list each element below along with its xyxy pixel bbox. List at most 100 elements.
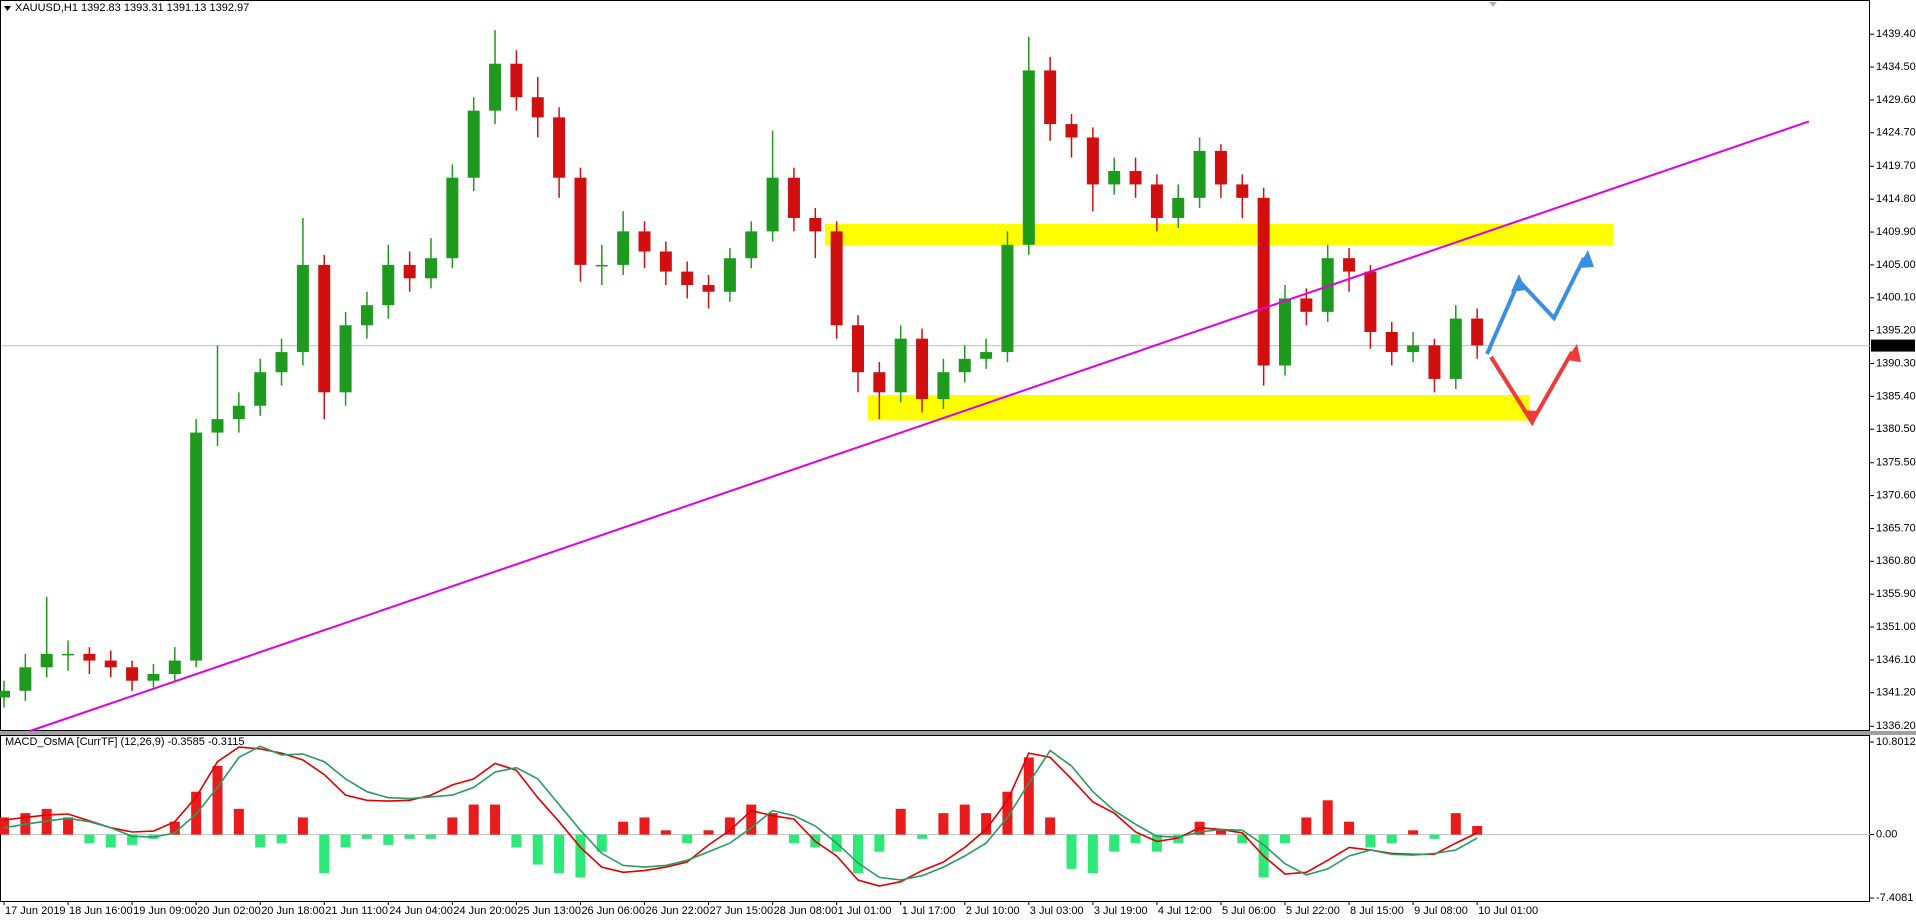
x-tick-label: 27 Jun 15:00 <box>710 905 774 917</box>
candle-body <box>937 372 950 400</box>
candle-body <box>1150 184 1163 218</box>
histogram-bar <box>1087 834 1098 874</box>
histogram-bar <box>618 821 629 835</box>
y-tick-label: 10.8012 <box>1876 736 1916 748</box>
y-tick-label: 1370.60 <box>1876 490 1916 502</box>
y-tick-label: 1346.10 <box>1876 654 1916 666</box>
histogram-bar <box>767 813 778 835</box>
y-tick-label: 1336.20 <box>1876 720 1916 732</box>
histogram-bar <box>105 834 116 848</box>
candle-body <box>104 660 117 668</box>
histogram-bar <box>233 808 244 835</box>
x-tick-label: 20 Jun 02:00 <box>197 905 261 917</box>
candle-body <box>1364 271 1377 332</box>
candle-body <box>510 63 523 98</box>
histogram-bar <box>404 834 415 839</box>
x-tick-label: 17 Jun 2019 <box>5 905 66 917</box>
histogram-bar <box>1130 834 1141 844</box>
main-frame <box>0 0 1870 731</box>
y-tick-label: 1409.90 <box>1876 226 1916 238</box>
candle-body <box>702 285 715 292</box>
candle-body <box>0 690 10 698</box>
histogram-bar <box>383 834 394 845</box>
histogram-bar <box>1450 813 1461 835</box>
current-price-box <box>1871 339 1915 352</box>
y-tick-label: 1395.20 <box>1876 325 1916 337</box>
histogram-bar <box>746 804 757 835</box>
candle-body <box>574 177 587 265</box>
blue-arrow <box>1485 257 1586 355</box>
histogram-bar <box>981 813 992 835</box>
y-tick-label: 1414.80 <box>1876 193 1916 205</box>
histogram-bar <box>319 834 330 874</box>
x-tick-label: 3 Jul 03:00 <box>1030 905 1084 917</box>
support-resistance-zone <box>825 223 1613 246</box>
x-tick-label: 3 Jul 19:00 <box>1094 905 1148 917</box>
histogram-bar <box>895 808 906 835</box>
red-arrow-head <box>1566 344 1581 362</box>
panel-separator <box>0 731 1916 735</box>
y-tick-label: 1424.70 <box>1876 127 1916 139</box>
x-tick-label: 5 Jul 22:00 <box>1286 905 1340 917</box>
candle-body <box>1449 318 1462 379</box>
histogram-bar <box>127 834 138 845</box>
candle-body <box>1343 258 1356 272</box>
y-tick-label: 0.00 <box>1876 828 1897 840</box>
candle-body <box>1044 70 1057 125</box>
candle-body <box>553 117 566 178</box>
candle-body <box>40 653 53 668</box>
x-tick-label: 2 Jul 10:00 <box>966 905 1020 917</box>
histogram-bar <box>84 834 95 844</box>
histogram-bar <box>1023 757 1034 835</box>
candle-body <box>190 432 203 661</box>
y-tick-label: 1365.70 <box>1876 522 1916 534</box>
y-tick-label: 1405.00 <box>1876 259 1916 271</box>
candle-body <box>1129 171 1142 185</box>
candle-body <box>467 110 480 178</box>
histogram-bar <box>575 834 586 878</box>
candle-body <box>382 264 395 306</box>
trend-line <box>29 120 1810 732</box>
support-resistance-zone <box>868 395 1530 421</box>
x-tick-label: 21 Jun 11:00 <box>325 905 388 917</box>
candle-body <box>659 251 672 272</box>
histogram-bar <box>426 834 436 839</box>
x-tick-label: 1 Jul 01:00 <box>838 905 892 917</box>
x-tick-label: 26 Jun 22:00 <box>646 905 710 917</box>
histogram-bar <box>554 834 565 874</box>
histogram-bar <box>1280 834 1290 844</box>
candle-body <box>1279 298 1291 366</box>
candle-body <box>1172 197 1185 218</box>
x-tick-label: 20 Jun 18:00 <box>261 905 325 917</box>
y-tick-label: 1429.60 <box>1876 94 1916 106</box>
forecast-arrows <box>1485 250 1594 426</box>
candle-body <box>168 660 181 674</box>
candle-body <box>1214 150 1227 185</box>
histogram-bar <box>682 834 693 844</box>
histogram-bar <box>468 804 479 835</box>
candle-body <box>489 63 502 111</box>
candle-body <box>403 264 416 279</box>
candle-body <box>254 372 267 406</box>
candle-body <box>318 264 331 393</box>
candle-body <box>1471 318 1484 346</box>
candle-body <box>360 305 373 326</box>
candle-body <box>873 372 886 393</box>
x-tick-label: 26 Jun 06:00 <box>581 905 645 917</box>
candle-body <box>766 177 779 232</box>
candle-body <box>339 325 352 393</box>
histogram-bar <box>724 817 735 835</box>
candle-body <box>1407 345 1420 353</box>
candle-body <box>296 264 309 353</box>
x-tick-label: 4 Jul 12:00 <box>1158 905 1212 917</box>
indicator-line <box>3 746 1478 887</box>
candle-body <box>980 352 993 359</box>
candle-body <box>617 231 630 265</box>
histogram-bar <box>788 834 799 844</box>
histogram-bar <box>703 830 714 835</box>
candle-body <box>1108 171 1121 185</box>
histogram-bar <box>1472 826 1483 835</box>
